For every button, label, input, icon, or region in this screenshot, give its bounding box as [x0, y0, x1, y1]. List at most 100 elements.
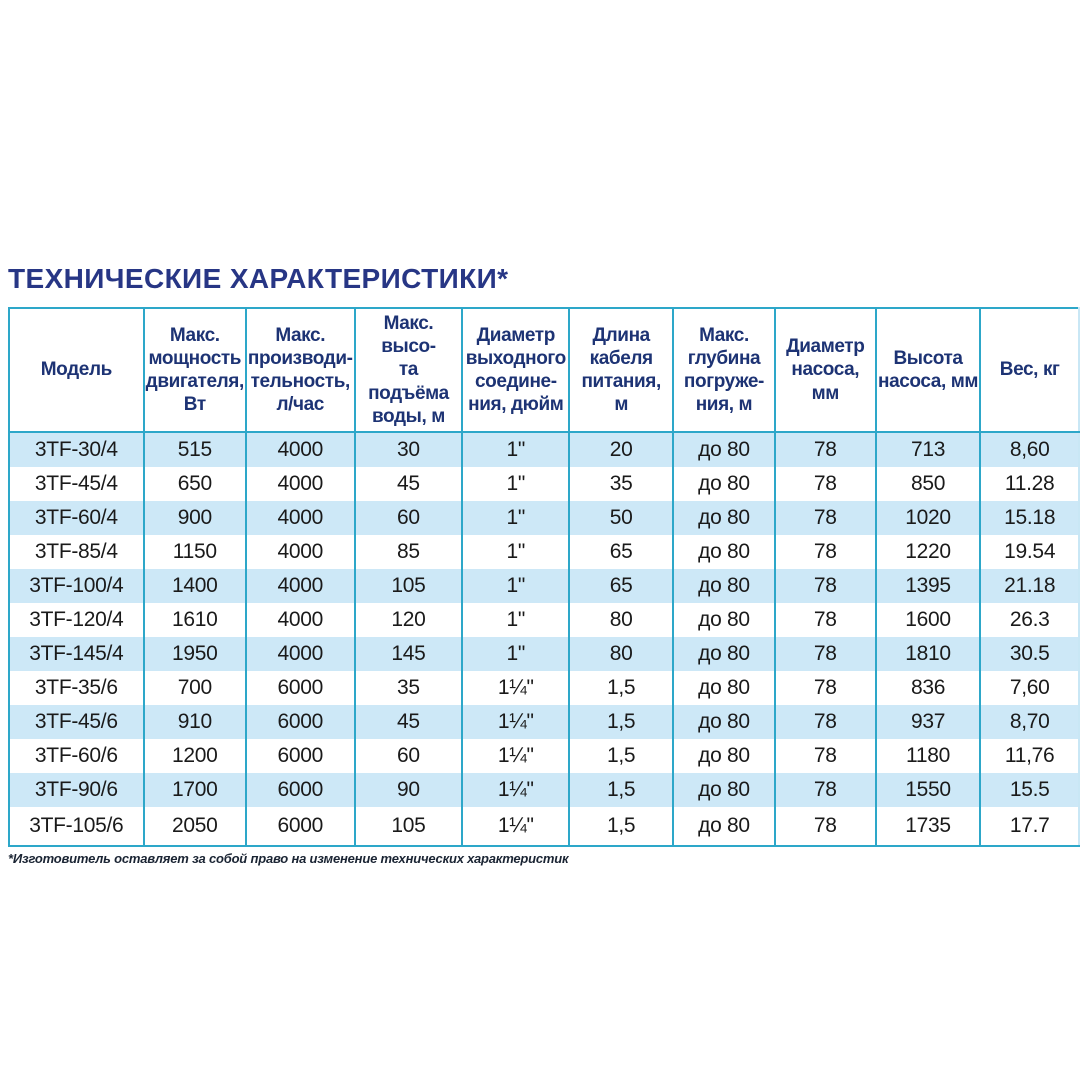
value-cell: 80 — [569, 603, 675, 637]
model-cell: 3TF-145/4 — [9, 637, 145, 671]
value-cell: 713 — [875, 432, 982, 467]
value-cell: 1600 — [875, 603, 982, 637]
value-cell: 1150 — [143, 535, 247, 569]
value-cell: 6000 — [245, 773, 356, 807]
value-cell: 1180 — [875, 739, 982, 773]
value-cell: 1¼" — [462, 807, 571, 846]
table-row: 3TF-35/6 700 6000 35 1¼" 1,5 до 80 78 836 7,60 — [9, 671, 1079, 705]
model-cell: 3TF-100/4 — [9, 569, 145, 603]
value-cell: 650 — [143, 467, 247, 501]
header-pump-height: Высота насоса, мм — [875, 308, 982, 433]
value-cell: 1¼" — [462, 705, 571, 739]
value-cell: 910 — [143, 705, 247, 739]
value-cell: 60 — [354, 501, 464, 535]
header-model: Модель — [9, 308, 145, 433]
value-cell: 1¼" — [462, 739, 571, 773]
value-cell: до 80 — [673, 637, 776, 671]
value-cell: 78 — [774, 432, 877, 467]
value-cell: 4000 — [245, 467, 356, 501]
value-cell: 105 — [354, 569, 464, 603]
value-cell: 1" — [462, 467, 571, 501]
value-cell: 1,5 — [569, 807, 675, 846]
table-row: 3TF-30/4 515 4000 30 1" 20 до 80 78 713 8,60 — [9, 432, 1079, 467]
value-cell: 1,5 — [569, 671, 675, 705]
value-cell: 6000 — [245, 671, 356, 705]
model-cell: 3TF-45/4 — [9, 467, 145, 501]
value-cell: 4000 — [245, 569, 356, 603]
value-cell: 11,76 — [1004, 744, 1055, 767]
value-cell: 145 — [354, 637, 464, 671]
value-cell: до 80 — [673, 432, 776, 467]
value-cell: до 80 — [673, 671, 776, 705]
value-cell: 50 — [569, 501, 675, 535]
value-cell: 4000 — [245, 603, 356, 637]
value-cell: 6000 — [245, 739, 356, 773]
table-row: 3TF-60/6 1200 6000 60 1¼" 1,5 до 80 78 1180 11,76 — [9, 739, 1079, 773]
page-title: ТЕХНИЧЕСКИЕ ХАРАКТЕРИСТИКИ* — [8, 263, 509, 294]
table-row: 3TF-100/4 1400 4000 105 1" 65 до 80 78 1395 21.18 — [9, 569, 1079, 603]
spec-table-body: 3TF-30/4 515 4000 30 1" 20 до 80 78 713 8,60 3TF-4… — [9, 432, 1079, 846]
table-row: 3TF-105/6 2050 6000 105 1¼" 1,5 до 80 78 1735 17.… — [9, 807, 1079, 846]
value-cell: 1610 — [143, 603, 247, 637]
value-cell: 11.28 — [1004, 472, 1055, 495]
value-cell: 78 — [774, 739, 877, 773]
model-cell: 3TF-30/4 — [9, 432, 145, 467]
value-cell: 836 — [875, 671, 982, 705]
header-weight: Вес, кг — [980, 308, 1079, 433]
table-row: 3TF-60/4 900 4000 60 1" 50 до 80 78 1020 15.18 — [9, 501, 1079, 535]
header-outlet-diameter: Диаметр выходного соедине- ния, дюйм — [462, 308, 571, 433]
value-cell: 15.18 — [1004, 506, 1056, 529]
value-cell: 17.7 — [1009, 814, 1050, 837]
value-cell: 78 — [774, 807, 877, 846]
value-cell: 8,60 — [1009, 438, 1050, 461]
value-cell: 700 — [143, 671, 247, 705]
value-cell: до 80 — [673, 705, 776, 739]
value-cell: 1200 — [143, 739, 247, 773]
value-cell: 20 — [569, 432, 675, 467]
value-cell: 4000 — [245, 637, 356, 671]
model-cell: 3TF-120/4 — [9, 603, 145, 637]
value-cell: до 80 — [673, 535, 776, 569]
value-cell: 1" — [462, 637, 571, 671]
value-cell: 2050 — [143, 807, 247, 846]
value-cell: 78 — [774, 637, 877, 671]
value-cell: 1810 — [875, 637, 982, 671]
value-cell: 1" — [462, 603, 571, 637]
model-cell: 3TF-60/4 — [9, 501, 145, 535]
value-cell: 120 — [354, 603, 464, 637]
value-cell: 7,60 — [1009, 676, 1050, 699]
value-cell: 78 — [774, 569, 877, 603]
header-max-motor-power: Макс. мощность двигателя, Вт — [143, 308, 247, 433]
header-row: Модель Макс. мощность двигателя, Вт Макс… — [9, 308, 1079, 433]
value-cell: 937 — [875, 705, 982, 739]
value-cell: 78 — [774, 501, 877, 535]
value-cell: 6000 — [245, 807, 356, 846]
value-cell: 45 — [354, 467, 464, 501]
value-cell: 15.5 — [1009, 778, 1050, 801]
value-cell: 1400 — [143, 569, 247, 603]
value-cell: 78 — [774, 671, 877, 705]
value-cell: 78 — [774, 467, 877, 501]
value-cell: 1735 — [875, 807, 982, 846]
value-cell: 8,70 — [1009, 710, 1050, 733]
value-cell: 1" — [462, 535, 571, 569]
value-cell: 1020 — [875, 501, 982, 535]
value-cell: 1,5 — [569, 739, 675, 773]
value-cell: 1" — [462, 501, 571, 535]
value-cell: 1950 — [143, 637, 247, 671]
header-max-immersion-depth: Макс. глубина погруже- ния, м — [673, 308, 776, 433]
value-cell: 4000 — [245, 501, 356, 535]
model-cell: 3TF-45/6 — [9, 705, 145, 739]
value-cell: 85 — [354, 535, 464, 569]
value-cell: 900 — [143, 501, 247, 535]
value-cell: 19.54 — [1004, 540, 1056, 563]
value-cell: 78 — [774, 603, 877, 637]
spec-table-head: Модель Макс. мощность двигателя, Вт Макс… — [9, 308, 1079, 433]
value-cell: 45 — [354, 705, 464, 739]
value-cell: 30.5 — [1009, 642, 1050, 665]
value-cell: до 80 — [673, 501, 776, 535]
value-cell: 78 — [774, 705, 877, 739]
value-cell: 515 — [143, 432, 247, 467]
value-cell: 1220 — [875, 535, 982, 569]
